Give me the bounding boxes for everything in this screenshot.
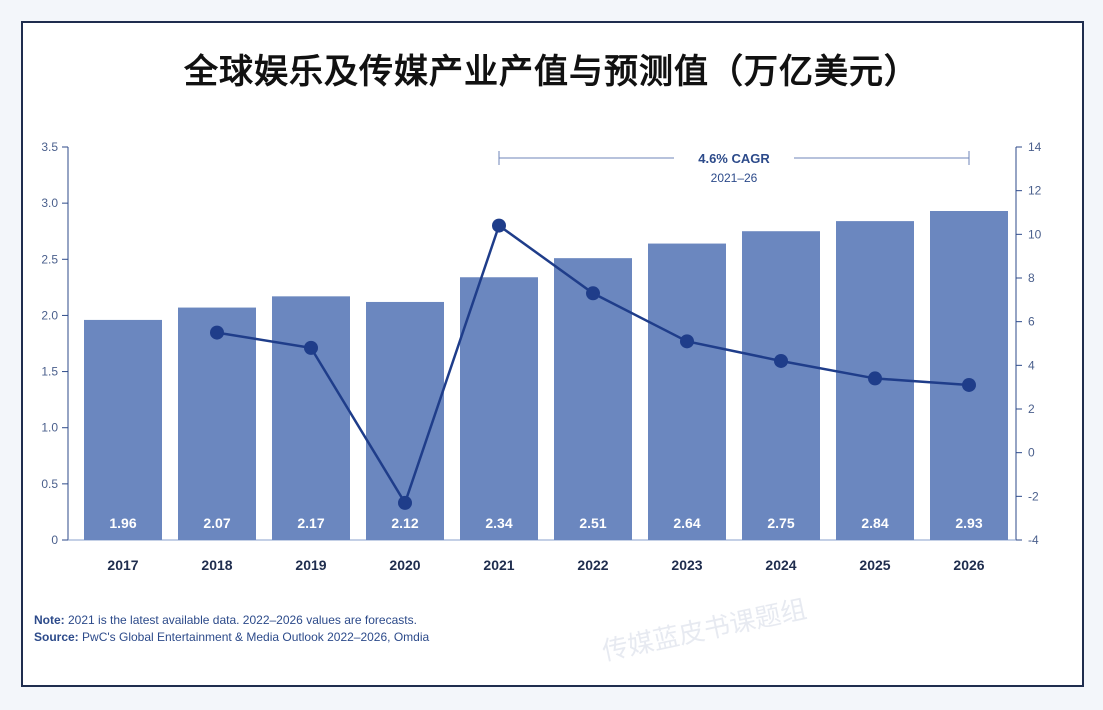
cagr-label: 4.6% CAGR (698, 151, 770, 166)
bar-data-label: 2.07 (203, 515, 230, 531)
left-axis-tick-label: 3.5 (41, 140, 58, 154)
left-axis-tick-label: 2.5 (41, 252, 58, 266)
growth-point (492, 218, 506, 233)
growth-point (774, 353, 788, 368)
growth-point (210, 325, 224, 340)
notes: Note: 2021 is the latest available data.… (34, 612, 429, 646)
bar-data-label: 2.64 (673, 515, 700, 531)
growth-point (304, 340, 318, 355)
left-axis-tick-label: 0 (51, 533, 58, 547)
bar-data-label: 2.51 (579, 515, 606, 531)
right-axis-tick-label: 8 (1028, 271, 1035, 285)
bar-data-label: 2.12 (391, 515, 418, 531)
x-axis-tick-label: 2026 (953, 557, 984, 573)
right-axis-tick-label: 6 (1028, 315, 1035, 329)
bar-data-label: 2.75 (767, 515, 794, 531)
bar (742, 231, 820, 540)
right-axis-tick-label: 4 (1028, 358, 1035, 372)
bar (930, 211, 1008, 540)
x-axis-tick-label: 2020 (389, 557, 420, 573)
left-axis-tick-label: 1.5 (41, 365, 58, 379)
bar-data-label: 2.93 (955, 515, 982, 531)
growth-point (868, 371, 882, 386)
right-axis-tick-label: 2 (1028, 402, 1035, 416)
right-axis-tick-label: 12 (1028, 184, 1042, 198)
bar (178, 307, 256, 540)
right-axis-tick-label: 10 (1028, 227, 1042, 241)
bar (554, 258, 632, 540)
bar (460, 277, 538, 540)
left-axis-tick-label: 0.5 (41, 477, 58, 491)
x-axis-tick-label: 2024 (765, 557, 796, 573)
bar (84, 319, 162, 540)
bar-data-label: 2.84 (861, 515, 888, 531)
x-axis-tick-label: 2023 (671, 557, 702, 573)
growth-point (586, 286, 600, 301)
note-line: Note: 2021 is the latest available data.… (34, 612, 429, 629)
x-axis-tick-label: 2019 (295, 557, 326, 573)
cagr-range-label: 2021–26 (711, 171, 758, 185)
note-text: 2021 is the latest available data. 2022–… (64, 613, 417, 627)
bar-data-label: 2.17 (297, 515, 324, 531)
bar (272, 296, 350, 540)
source-line: Source: PwC's Global Entertainment & Med… (34, 629, 429, 646)
source-label: Source: (34, 630, 79, 644)
left-axis-tick-label: 3.0 (41, 196, 58, 210)
growth-point (962, 377, 976, 392)
left-axis-tick-label: 2.0 (41, 308, 58, 322)
right-axis-tick-label: 0 (1028, 446, 1035, 460)
x-axis-tick-label: 2018 (201, 557, 232, 573)
note-label: Note: (34, 613, 65, 627)
right-axis-tick-label: -2 (1028, 489, 1039, 503)
right-axis-tick-label: 14 (1028, 140, 1042, 154)
right-axis-tick-label: -4 (1028, 533, 1039, 547)
x-axis-tick-label: 2021 (483, 557, 514, 573)
chart-title: 全球娱乐及传媒产业产值与预测值（万亿美元） (184, 52, 919, 92)
left-axis-tick-label: 1.0 (41, 421, 58, 435)
bar-data-label: 1.96 (109, 515, 136, 531)
bar (648, 243, 726, 540)
source-text: PwC's Global Entertainment & Media Outlo… (78, 630, 430, 644)
x-axis-tick-label: 2022 (577, 557, 608, 573)
bar-data-label: 2.34 (485, 515, 512, 531)
x-axis-tick-label: 2017 (107, 557, 138, 573)
growth-point (398, 495, 412, 510)
x-axis-tick-label: 2025 (859, 557, 890, 573)
growth-point (680, 334, 694, 349)
